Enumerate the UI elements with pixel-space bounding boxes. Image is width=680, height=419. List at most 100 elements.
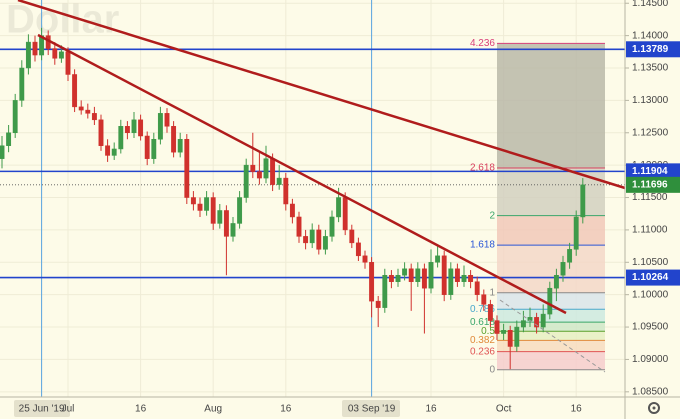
settings-icon[interactable] [648,402,660,414]
x-tick-label: 16 [571,404,583,415]
fib-band [497,309,605,323]
candle-body [124,126,130,134]
candle-body [494,320,500,334]
candle-body [19,67,25,101]
x-tick-label: 16 [425,404,437,415]
candle-body [32,41,38,56]
candle-body [428,262,434,289]
candle-body [270,158,276,185]
candle-body [118,126,124,150]
candle-body [58,51,64,59]
trend-line [17,0,626,190]
candle-body [0,145,5,159]
candle-body [388,274,394,282]
candle-body [421,268,427,289]
candle-body [52,48,58,59]
fib-band [497,331,605,341]
candle-body [468,274,474,282]
candle-body [355,242,361,257]
candle-body [190,197,196,205]
candle-body [230,223,236,237]
fib-band [497,340,605,352]
candle-body [283,177,289,205]
y-tick-label: 1.11500 [632,192,668,203]
gear[interactable] [648,402,660,414]
candle-body [303,236,309,244]
fib-label: 1.618 [470,240,495,251]
candle-body [329,216,335,237]
candle-body [289,203,295,218]
candle-body [210,197,216,224]
candle-body [204,197,210,211]
y-tick-label: 1.12500 [632,127,669,138]
candle-body [369,262,375,302]
candle-body [217,210,223,224]
candle-body [237,197,243,224]
candle-body [435,255,441,263]
y-tick-label: 1.09000 [632,354,669,365]
candle-body [408,268,414,282]
candle-body [164,113,170,127]
candle-body [534,317,540,328]
levels [0,48,625,279]
candle-body [580,184,586,218]
candle-body [573,216,579,250]
candle-body [441,255,447,295]
candle-body [362,255,368,263]
candle-body [520,320,526,328]
candle-body [6,132,12,146]
y-tick-label: 1.13500 [632,63,669,74]
candle-body [375,300,381,308]
fib-label: 4.236 [470,38,495,49]
candle-body [309,229,315,244]
candle-body [342,197,348,231]
candle-body [395,274,401,282]
candle-body [197,203,203,211]
last-price-label: 1.11696 [632,179,668,190]
level-label: 1.10264 [632,272,669,283]
candle-body [276,177,282,185]
candle-body [296,216,302,237]
y-tick-label: 1.10000 [632,289,669,300]
candle-body [65,51,71,75]
candle-body [501,330,507,334]
candle-body [91,113,97,121]
candle-body [98,119,104,146]
projection-line [499,299,606,373]
candle-body [177,138,183,153]
fib-label: 0.786 [470,304,495,315]
candle-body [131,119,137,134]
level-label-box [626,269,680,286]
candle-body [474,281,480,295]
candle-body [111,148,117,156]
candle-body [316,229,322,250]
candle-body [547,287,553,315]
candle-body [336,197,342,218]
candle-body [171,126,177,153]
fib-label: 0.236 [470,346,495,357]
candle-body [243,164,249,198]
candle-body [402,268,408,276]
candle-body [448,268,454,295]
candle-body [415,268,421,282]
trend-line [37,33,567,315]
gear-center [652,406,656,410]
y-tick-label: 1.10500 [632,257,669,268]
level-label: 1.13789 [632,44,669,55]
x-tick-label: Oct [496,404,512,415]
candle-body [157,113,163,140]
x-tick-label: Aug [204,404,222,415]
fib-label: 2 [489,210,495,221]
candle-body [184,138,190,198]
y-tick-label: 1.13000 [632,95,669,106]
level-label-box [626,163,680,180]
candle-body [507,330,513,347]
fib-band [497,322,605,332]
candle-body [223,210,229,237]
candle-body [481,294,487,305]
y-tick-label: 1.14000 [632,30,669,41]
x-tick-label: Jul [62,404,75,415]
y-tick-label: 1.11000 [632,225,668,236]
date-highlight [14,400,70,417]
